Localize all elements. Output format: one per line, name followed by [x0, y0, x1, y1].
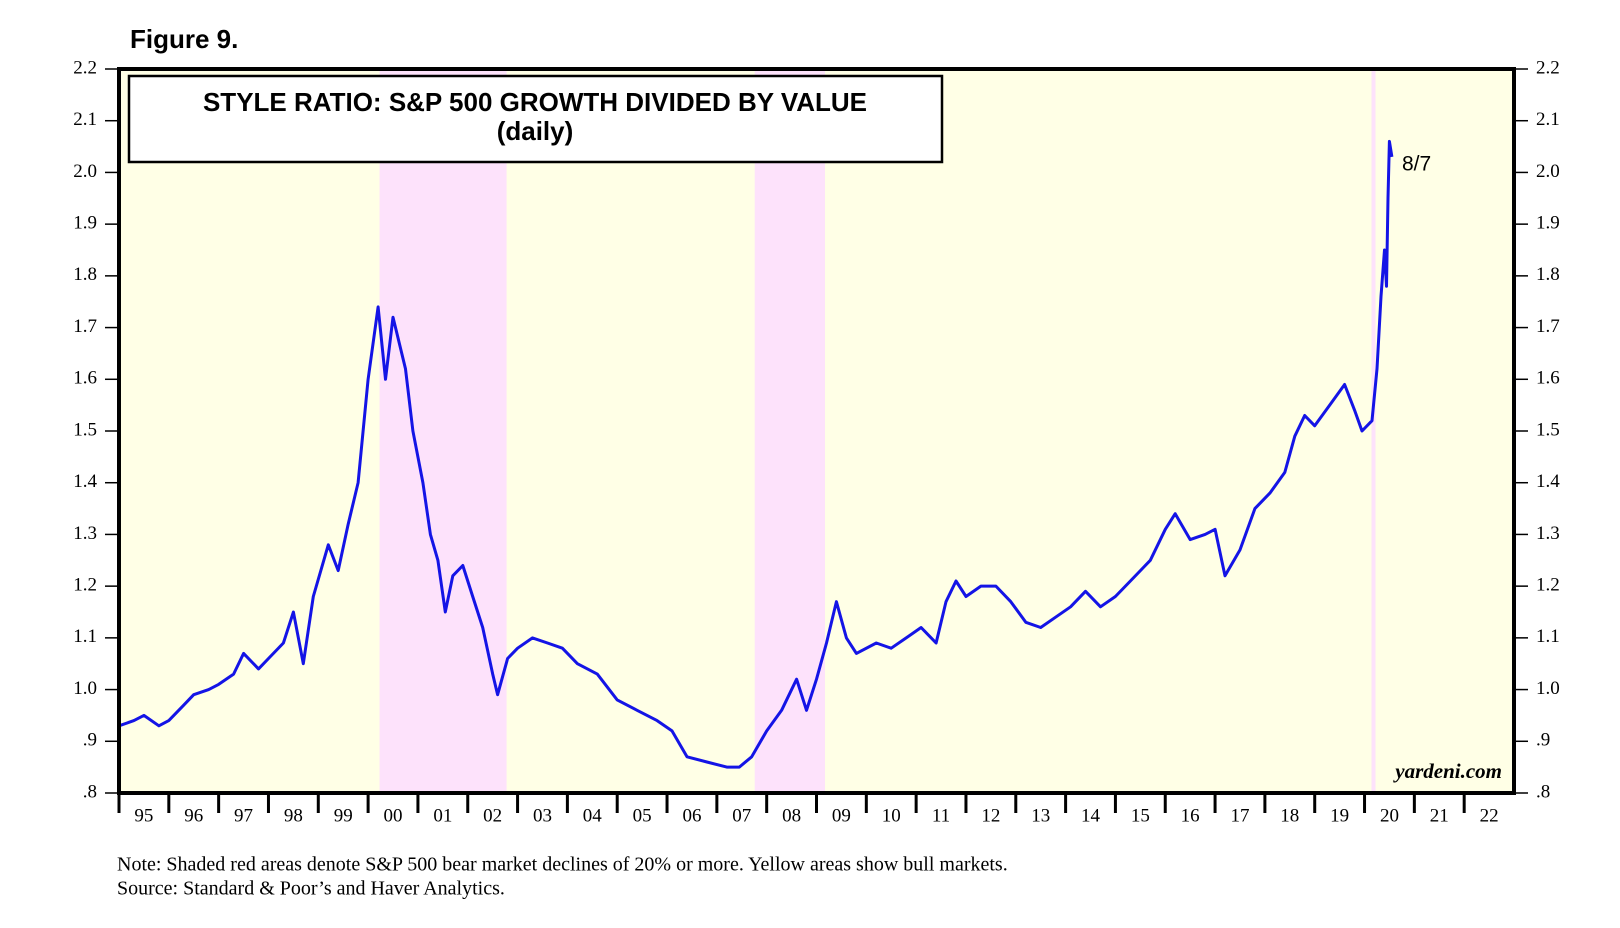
y-tick-label: 1.1 — [73, 626, 97, 647]
x-tick-label: 17 — [1230, 805, 1249, 826]
x-tick-label: 19 — [1330, 805, 1349, 826]
plot-frame — [117, 67, 1516, 795]
x-tick-label: 09 — [832, 805, 851, 826]
x-tick-label: 99 — [334, 805, 353, 826]
x-tick-label: 06 — [682, 805, 701, 826]
y2-tick-label: 1.8 — [1536, 264, 1560, 285]
y-tick-label: 1.8 — [73, 264, 97, 285]
y2-tick-label: 2.1 — [1536, 109, 1560, 130]
y-tick-label: 1.2 — [73, 575, 97, 596]
chart-title: STYLE RATIO: S&P 500 GROWTH DIVIDED BY V… — [203, 87, 867, 117]
y2-tick-label: .9 — [1536, 730, 1550, 751]
x-tick-label: 97 — [234, 805, 253, 826]
x-tick-label: 10 — [882, 805, 901, 826]
y2-tick-label: 1.1 — [1536, 626, 1560, 647]
y-tick-label: 1.3 — [73, 523, 97, 544]
y2-tick-label: 1.6 — [1536, 368, 1560, 389]
watermark: yardeni.com — [1392, 759, 1502, 783]
y-tick-label: .9 — [83, 730, 97, 751]
x-tick-label: 18 — [1280, 805, 1299, 826]
x-tick-label: 01 — [433, 805, 452, 826]
source: Source: Standard & Poor’s and Haver Anal… — [117, 878, 505, 900]
bear-market-shade — [1371, 69, 1376, 793]
x-tick-label: 98 — [284, 805, 303, 826]
x-tick-label: 03 — [533, 805, 552, 826]
x-tick-label: 20 — [1380, 805, 1399, 826]
ratio-line — [118, 139, 1394, 769]
y-tick-label: .8 — [83, 781, 97, 802]
chart-subtitle: (daily) — [497, 116, 574, 146]
x-tick-label: 15 — [1131, 805, 1150, 826]
y-tick-label: 1.7 — [73, 316, 97, 337]
x-tick-label: 07 — [732, 805, 751, 826]
y2-tick-label: 2.2 — [1536, 57, 1560, 78]
figure-label: Figure 9. — [130, 24, 238, 54]
y2-tick-label: 1.9 — [1536, 213, 1560, 234]
x-tick-label: 13 — [1031, 805, 1050, 826]
x-tick-label: 08 — [782, 805, 801, 826]
y-tick-label: 1.6 — [73, 368, 97, 389]
y2-tick-label: .8 — [1536, 781, 1550, 802]
x-tick-label: 11 — [932, 805, 950, 826]
y-tick-label: 2.0 — [73, 161, 97, 182]
bear-market-shade — [379, 69, 507, 793]
x-tick-label: 05 — [633, 805, 652, 826]
y-tick-label: 1.0 — [73, 678, 97, 699]
x-tick-label: 96 — [184, 805, 203, 826]
y2-tick-label: 1.4 — [1536, 471, 1560, 492]
y2-tick-label: 2.0 — [1536, 161, 1560, 182]
x-tick-label: 02 — [483, 805, 502, 826]
note: Note: Shaded red areas denote S&P 500 be… — [117, 854, 1008, 876]
y2-tick-label: 1.3 — [1536, 523, 1560, 544]
x-tick-label: 14 — [1081, 805, 1101, 826]
y-tick-label: 1.4 — [73, 471, 97, 492]
end-label: 8/7 — [1402, 152, 1431, 175]
y2-tick-label: 1.2 — [1536, 575, 1560, 596]
x-tick-label: 12 — [981, 805, 1000, 826]
y-tick-label: 1.5 — [73, 419, 97, 440]
x-tick-label: 16 — [1181, 805, 1200, 826]
x-tick-label: 00 — [384, 805, 403, 826]
title-box — [127, 74, 944, 164]
y2-tick-label: 1.7 — [1536, 316, 1560, 337]
y2-tick-label: 1.5 — [1536, 419, 1560, 440]
x-tick-label: 21 — [1430, 805, 1449, 826]
x-tick-label: 04 — [583, 805, 603, 826]
y2-tick-label: 1.0 — [1536, 678, 1560, 699]
y-tick-label: 2.2 — [73, 57, 97, 78]
y-tick-label: 1.9 — [73, 213, 97, 234]
bear-market-shade — [754, 69, 825, 793]
x-tick-label: 95 — [134, 805, 153, 826]
x-tick-label: 22 — [1480, 805, 1499, 826]
y-tick-label: 2.1 — [73, 109, 97, 130]
